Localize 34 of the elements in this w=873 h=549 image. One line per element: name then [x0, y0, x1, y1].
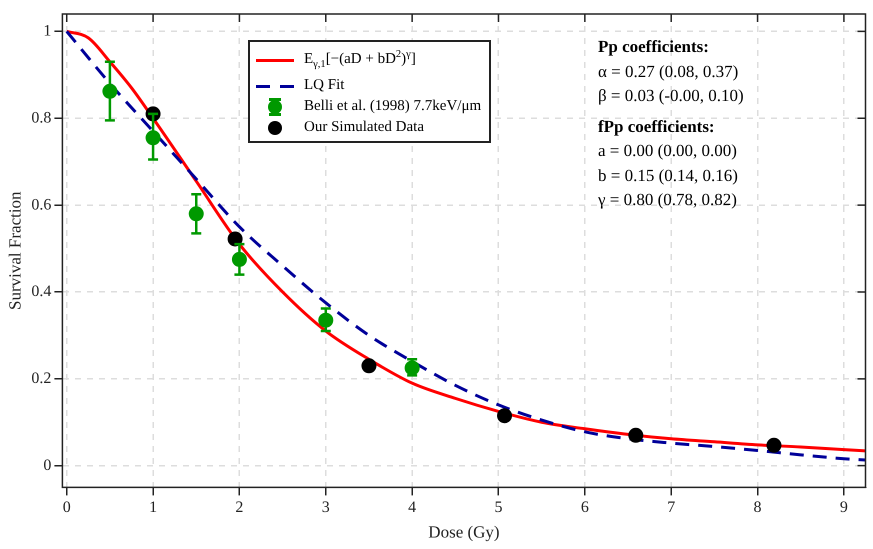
x-tick-label: 8 [754, 499, 762, 516]
annotation: fPp coefficients: [598, 116, 716, 138]
x-tick-label: 1 [149, 499, 158, 516]
x-tick-label: 2 [235, 499, 244, 516]
annotation: a = 0.00 (0.00, 0.00) [598, 140, 738, 162]
legend-label: Our Simulated Data [304, 118, 424, 137]
x-tick-label: 7 [667, 499, 676, 516]
x-tick-label: 6 [580, 499, 589, 516]
x-tick-label: 3 [322, 499, 330, 516]
x-tick-label: 0 [62, 499, 71, 516]
x-tick-label: 9 [840, 499, 848, 516]
y-tick-label: 0.8 [31, 109, 52, 126]
legend-label: Belli et al. (1998) 7.7keV/μm [304, 97, 482, 116]
point [361, 358, 376, 374]
annotation: Pp coefficients: [598, 36, 710, 58]
x-tick-label: 5 [494, 499, 502, 516]
annotation: γ = 0.80 (0.78, 0.82) [598, 189, 738, 211]
point [766, 438, 782, 453]
point [228, 231, 243, 246]
legend-label: E$_{γ,1}$[−(aD + bD$^{2}$)$^{γ}$] [304, 48, 416, 72]
annotation: α = 0.27 (0.08, 0.37) [598, 60, 740, 82]
y-axis-title: Survival Fraction [6, 190, 25, 310]
x-tick-label: 4 [408, 499, 416, 516]
point [497, 408, 512, 424]
x-axis-title: Dose (Gy) [428, 522, 500, 542]
y-tick-label: 0.2 [31, 370, 52, 388]
legend-label: LQ Fit [304, 76, 344, 95]
y-tick-label: 0.4 [31, 283, 52, 300]
y-tick-label: 0.6 [31, 196, 52, 214]
annotation: b = 0.15 (0.14, 0.16) [598, 164, 739, 186]
y-tick-label: 1 [43, 22, 52, 40]
y-tick-label: 0 [43, 456, 52, 474]
point [628, 428, 644, 443]
annotation: β = 0.03 (-0.00, 0.10) [598, 85, 744, 107]
